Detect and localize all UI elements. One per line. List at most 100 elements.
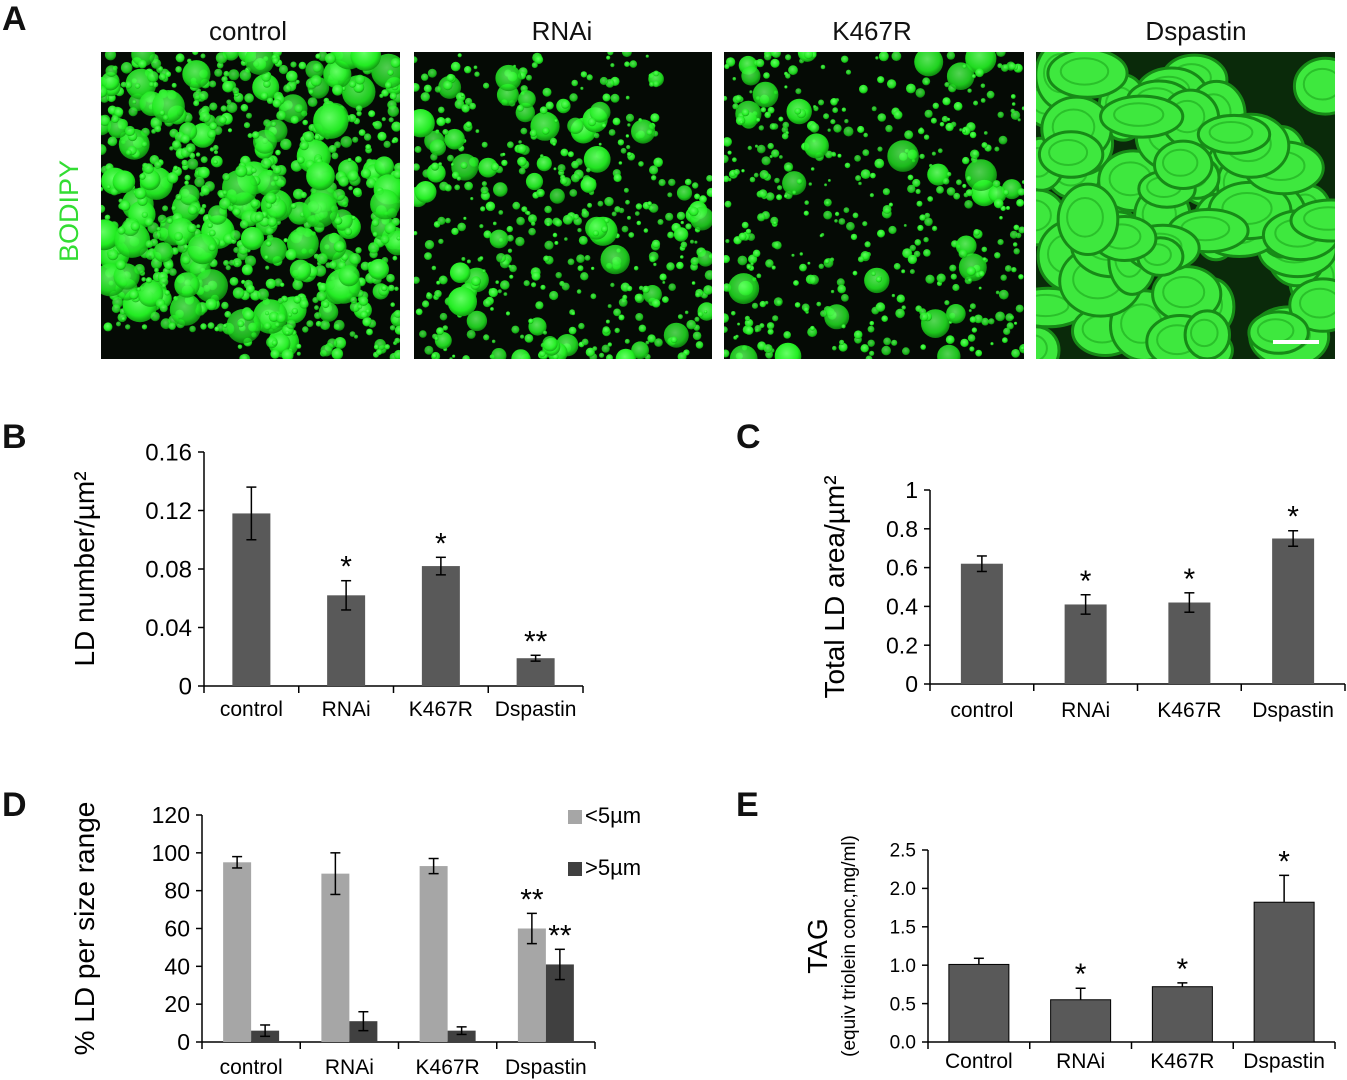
lipid-droplet	[529, 129, 538, 137]
lipid-droplet	[844, 119, 849, 124]
lipid-droplet	[919, 153, 925, 160]
lipid-droplet	[553, 167, 557, 171]
lipid-droplet	[981, 317, 990, 326]
lipid-droplet	[831, 151, 836, 157]
lipid-droplet	[526, 211, 531, 216]
lipid-droplet	[175, 53, 185, 63]
lipid-droplet	[766, 322, 775, 330]
lipid-droplet	[276, 110, 287, 121]
lipid-droplet	[502, 152, 506, 157]
lipid-droplet	[585, 347, 595, 357]
lipid-droplet	[222, 80, 234, 93]
lipid-droplet	[239, 220, 249, 229]
lipid-droplet	[997, 239, 1004, 246]
lipid-droplet	[233, 247, 240, 254]
lipid-droplet	[391, 139, 396, 144]
lipid-droplet	[562, 214, 573, 225]
lipid-droplet	[507, 248, 513, 253]
lipid-droplet	[444, 184, 452, 192]
y-tick-label: 60	[164, 916, 190, 942]
lipid-droplet	[962, 64, 967, 69]
lipid-droplet	[967, 278, 972, 283]
lipid-droplet	[360, 261, 370, 271]
lipid-droplet	[995, 311, 1005, 322]
lipid-droplet	[653, 262, 657, 267]
lipid-droplet	[442, 325, 448, 331]
lipid-droplet	[816, 301, 822, 307]
lipid-droplet	[659, 273, 667, 281]
micrograph-rnai	[414, 52, 712, 359]
x-tick-label: control	[950, 699, 1013, 722]
lipid-droplet	[580, 176, 597, 193]
lipid-droplet	[164, 260, 174, 270]
lipid-droplet	[368, 258, 389, 280]
lipid-droplet	[912, 178, 921, 188]
lipid-droplet	[754, 144, 759, 148]
lipid-droplet-fold	[1036, 199, 1052, 232]
lipid-droplet	[927, 196, 934, 202]
lipid-droplet	[573, 213, 579, 220]
lipid-droplet	[501, 159, 508, 167]
lipid-droplet	[296, 351, 301, 356]
lipid-droplet	[965, 189, 973, 197]
lipid-droplet	[694, 316, 700, 322]
lipid-droplet	[862, 149, 870, 157]
micrograph-k467r-svg	[724, 52, 1024, 359]
lipid-droplet	[832, 107, 839, 114]
lipid-droplet	[362, 317, 372, 327]
y-tick-label: 1	[905, 477, 918, 503]
lipid-droplet	[924, 212, 931, 219]
lipid-droplet	[244, 93, 254, 103]
lipid-droplet	[697, 311, 704, 318]
lipid-droplet	[420, 92, 430, 102]
lipid-droplet	[994, 252, 1001, 259]
lipid-droplet	[332, 84, 344, 96]
lipid-droplet	[906, 83, 916, 94]
lipid-droplet	[863, 132, 868, 138]
lipid-droplet	[454, 184, 461, 191]
lipid-droplet	[152, 81, 159, 88]
y-tick-label: 0.4	[886, 593, 918, 619]
lipid-droplet	[769, 123, 777, 130]
lipid-droplet	[169, 293, 202, 326]
lipid-droplet	[457, 53, 462, 58]
lipid-droplet	[214, 326, 220, 332]
lipid-droplet	[782, 171, 807, 196]
micrograph-rnai-svg	[414, 52, 712, 359]
lipid-droplet	[958, 249, 968, 259]
lipid-droplet	[277, 298, 284, 304]
lipid-droplet	[680, 255, 684, 259]
lipid-droplet	[1004, 265, 1012, 272]
lipid-droplet	[171, 205, 177, 211]
lipid-droplet	[662, 296, 669, 303]
lipid-droplet	[125, 149, 132, 156]
lipid-droplet	[990, 342, 994, 346]
lipid-droplet	[315, 53, 321, 59]
lipid-droplet	[586, 167, 591, 173]
lipid-droplet	[824, 183, 828, 187]
lipid-droplet	[820, 310, 828, 318]
lipid-droplet	[901, 305, 906, 310]
lipid-droplet	[697, 250, 712, 267]
y-axis-label: % LD per size range	[69, 802, 100, 1056]
lipid-droplet	[389, 325, 396, 331]
lipid-droplet	[668, 283, 676, 291]
y-tick-label: 0.04	[145, 615, 192, 642]
lipid-droplet	[652, 80, 660, 88]
lipid-droplet	[183, 244, 189, 250]
lipid-droplet	[587, 117, 597, 127]
lipid-droplet	[393, 169, 400, 179]
lipid-droplet	[724, 137, 732, 147]
lipid-droplet	[774, 177, 780, 184]
lipid-droplet	[613, 173, 622, 183]
lipid-droplet	[265, 192, 277, 205]
lipid-droplet	[437, 216, 446, 225]
lipid-droplet	[528, 318, 534, 324]
lipid-droplet	[419, 330, 427, 338]
lipid-droplet	[280, 282, 285, 287]
lipid-droplet	[495, 64, 522, 92]
lipid-droplet	[578, 235, 588, 245]
lipid-droplet	[676, 211, 686, 221]
lipid-droplet	[285, 330, 290, 335]
lipid-droplet	[784, 194, 788, 199]
